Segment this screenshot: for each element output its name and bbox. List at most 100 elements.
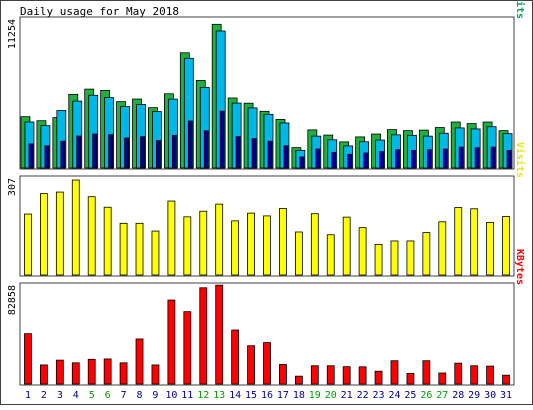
x-tick-label: 10 [165,390,177,401]
bar-kbytes-day-22 [358,366,367,385]
x-tick-label: 8 [137,390,143,401]
bar-pages-day-17 [283,145,289,169]
x-tick-label: 30 [484,390,496,401]
bar-visits-day-10 [167,200,176,276]
bar-pages-day-6 [108,134,114,169]
x-tick-label: 17 [277,390,289,401]
panel-max-label: 82858 [7,285,18,315]
bar-visits-day-2 [40,193,48,276]
bar-visits-day-23 [374,243,383,276]
bar-visits-day-26 [422,232,431,276]
bar-visits-day-19 [310,213,319,276]
bar-visits-day-9 [151,230,160,276]
bar-pages-day-24 [395,149,400,169]
bar-kbytes-day-30 [486,365,495,385]
bar-kbytes-day-19 [310,365,319,385]
bar-visits-day-16 [263,215,271,276]
bar-pages-day-11 [187,120,193,169]
x-tick-label: 5 [89,390,95,401]
bar-pages-day-29 [474,147,480,169]
bar-visits-day-3 [55,191,64,276]
bar-kbytes-day-31 [502,374,510,385]
bar-kbytes-day-17 [279,364,287,385]
bar-visits-day-12 [199,210,208,276]
bar-kbytes-day-23 [374,370,383,385]
panel-visits: 307 Visits [7,142,526,277]
bar-pages-day-13 [219,110,225,169]
panel-pages_files_hits: 11254 Pages/Files/Hits [7,0,526,170]
bar-visits-day-21 [342,216,351,276]
bar-pages-day-16 [267,140,273,169]
bar-kbytes-day-24 [390,360,399,385]
x-tick-label: 20 [325,390,337,401]
bar-kbytes-day-8 [135,338,144,385]
x-tick-label: 2 [41,390,47,401]
bar-pages-day-10 [171,134,177,169]
bar-visits-day-30 [486,221,495,276]
x-tick-label: 7 [121,390,127,401]
bar-kbytes-day-29 [470,365,479,385]
x-tick-label: 14 [229,390,241,401]
bar-visits-day-24 [390,240,399,276]
x-tick-label: 3 [57,390,63,401]
bar-pages-day-26 [426,149,432,169]
x-tick-label: 6 [105,390,111,401]
panel-series-label: Pages/Files/Hits [514,0,526,19]
x-tick-label: 24 [388,390,400,401]
x-tick-label: 12 [197,390,209,401]
bar-kbytes-day-27 [438,372,447,385]
bar-kbytes-day-18 [294,375,303,385]
bar-kbytes-day-11 [183,311,192,385]
bar-kbytes-day-21 [342,366,351,385]
bar-pages-day-7 [124,137,129,169]
bar-pages-day-30 [490,146,496,169]
x-tick-label: 21 [341,390,353,401]
bar-pages-day-15 [251,138,257,169]
bar-pages-day-21 [347,153,353,169]
bar-visits-day-8 [135,222,144,276]
x-tick-label: 31 [500,390,512,401]
bar-pages-day-3 [60,140,66,169]
bar-visits-day-17 [279,208,287,276]
x-tick-label: 18 [293,390,305,401]
bar-visits-day-7 [119,222,128,276]
bar-pages-day-18 [299,156,305,169]
panel-series-label: KBytes [514,249,525,285]
panel-max-label: 307 [7,178,18,196]
bar-kbytes-day-25 [406,373,415,385]
x-tick-label: 16 [261,390,273,401]
bar-kbytes-day-16 [263,342,271,385]
bar-pages-day-1 [28,143,34,169]
x-tick-label: 15 [245,390,257,401]
bar-pages-day-8 [140,136,145,169]
bar-kbytes-day-13 [215,284,224,385]
bar-pages-day-31 [506,149,512,169]
x-tick-label: 9 [152,390,158,401]
bar-pages-day-23 [379,151,384,169]
bar-visits-day-27 [438,221,447,276]
bar-kbytes-day-10 [167,299,176,385]
bar-visits-day-31 [502,216,510,276]
bar-kbytes-day-1 [24,333,32,385]
bar-pages-day-12 [203,130,209,169]
bar-visits-day-18 [294,231,303,276]
bar-kbytes-day-9 [151,364,160,385]
panel-kbytes: 82858 KBytes [7,249,525,386]
bar-pages-day-25 [411,149,416,169]
x-tick-label: 28 [452,390,464,401]
bar-visits-day-1 [24,213,32,276]
bar-kbytes-day-26 [422,360,431,385]
bar-kbytes-day-28 [454,362,463,385]
x-tick-label: 11 [181,390,193,401]
bar-kbytes-day-6 [103,358,112,385]
bar-pages-day-28 [458,146,464,169]
x-tick-label: 22 [357,390,369,401]
bar-visits-day-14 [231,220,240,276]
x-tick-label: 13 [213,390,225,401]
bar-kbytes-day-3 [55,359,64,385]
bar-visits-day-20 [326,234,335,276]
bar-visits-day-28 [454,207,463,276]
x-tick-label: 26 [420,390,432,401]
x-tick-label: 23 [373,390,385,401]
